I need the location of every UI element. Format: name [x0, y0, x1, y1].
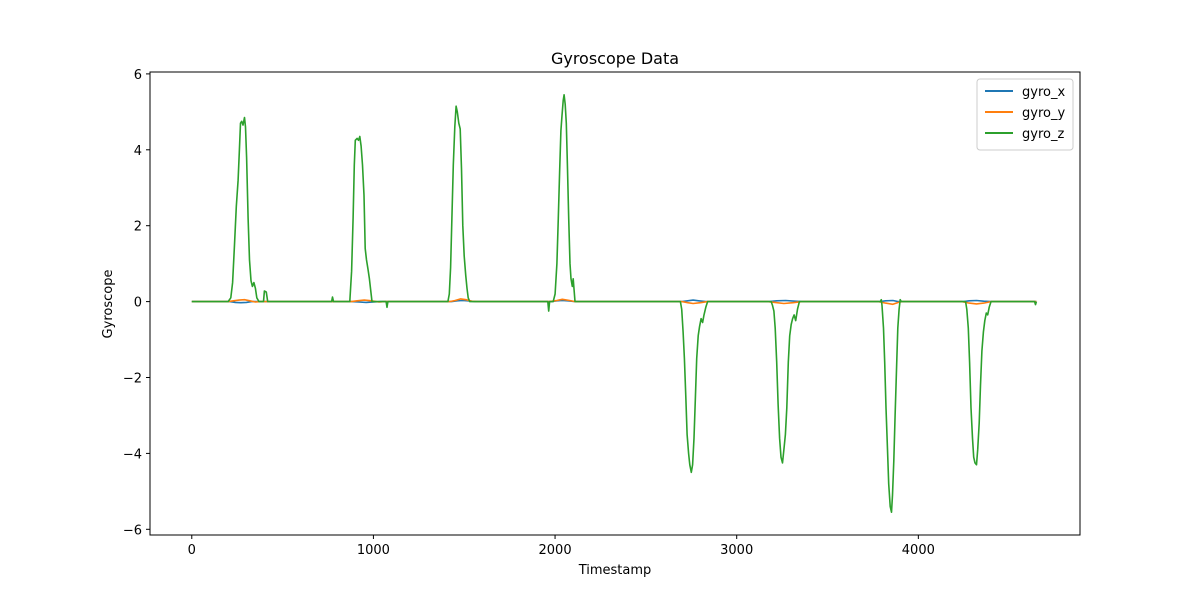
y-axis: −6 −4 −2 0 2 4 6: [123, 68, 150, 538]
x-tick-label: 4000: [902, 543, 935, 558]
y-tick-label: −2: [123, 372, 142, 387]
chart-title: Gyroscope Data: [551, 49, 679, 68]
x-axis: 0 1000 2000 3000 4000: [188, 535, 935, 558]
legend-label-gyro-z: gyro_z: [1022, 127, 1064, 142]
y-tick-label: 2: [134, 220, 142, 235]
legend-label-gyro-y: gyro_y: [1022, 106, 1065, 121]
y-tick-label: −6: [123, 523, 142, 538]
x-tick-label: 0: [188, 543, 196, 558]
plot-frame: [149, 71, 1081, 536]
series-line-gyro-z: [191, 94, 1038, 513]
y-tick-label: −4: [123, 447, 142, 462]
series-layer: [191, 94, 1038, 513]
y-axis-title: Gyroscope: [101, 270, 116, 339]
x-tick-label: 1000: [357, 543, 390, 558]
x-tick-label: 3000: [720, 543, 753, 558]
legend-label-gyro-x: gyro_x: [1022, 85, 1065, 100]
x-axis-title: Timestamp: [578, 563, 652, 578]
x-tick-label: 2000: [539, 543, 572, 558]
legend: gyro_x gyro_y gyro_z: [976, 78, 1074, 151]
y-tick-label: 6: [134, 68, 142, 83]
y-tick-label: 4: [134, 144, 142, 159]
y-tick-label: 0: [134, 296, 142, 311]
